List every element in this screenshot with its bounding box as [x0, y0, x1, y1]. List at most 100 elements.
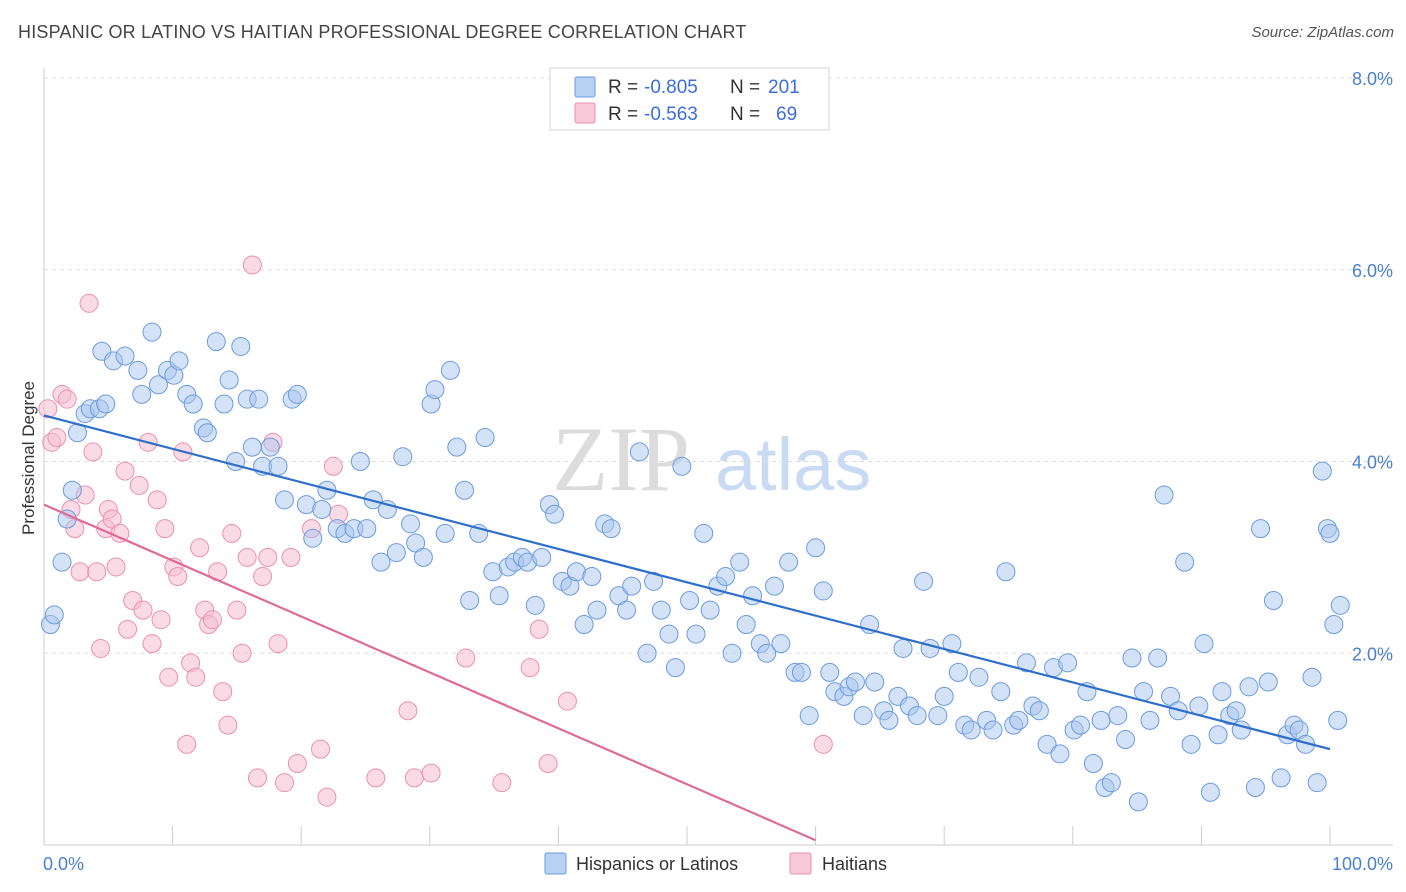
hispanic-point	[44, 605, 64, 625]
hispanic-point	[601, 519, 621, 539]
y-tick-label: 2.0%	[1352, 644, 1393, 664]
haitian-point	[456, 648, 476, 668]
hispanic-point	[914, 571, 934, 591]
hispanic-point	[629, 442, 649, 462]
hispanic-point	[1208, 725, 1228, 745]
hispanic-point	[969, 667, 989, 687]
legend-n-value-2: 69	[776, 104, 797, 125]
stats-legend-box	[549, 67, 830, 131]
hispanic-point	[1058, 653, 1078, 673]
hispanic-point	[425, 380, 445, 400]
haitian-point	[91, 638, 111, 658]
haitian-point	[366, 768, 386, 788]
hispanic-point	[694, 523, 714, 543]
legend-n-label-2: N =	[730, 104, 760, 125]
haitian-point	[168, 567, 188, 587]
hispanic-point	[455, 480, 475, 500]
hispanic-point	[312, 499, 332, 519]
hispanic-point	[413, 547, 433, 567]
haitian-point	[47, 428, 67, 448]
hispanic-point	[1083, 754, 1103, 774]
haitian-point	[79, 293, 99, 313]
haitian-point	[202, 610, 222, 630]
hispanic-point	[983, 720, 1003, 740]
hispanic-point	[1212, 682, 1232, 702]
hispanic-point	[1140, 710, 1160, 730]
tick-labels: 2.0% 4.0% 6.0% 8.0%	[1352, 69, 1393, 664]
hispanic-point	[489, 586, 509, 606]
haitian-point	[106, 557, 126, 577]
x-tick-max: 100.0%	[1332, 854, 1393, 874]
hispanic-point	[287, 384, 307, 404]
hispanic-point	[1263, 591, 1283, 611]
hispanic-point	[582, 567, 602, 587]
haitian-point	[147, 490, 167, 510]
legend-haitian-label: Haitians	[822, 854, 887, 874]
hispanic-point	[142, 322, 162, 342]
haitian-point	[253, 567, 273, 587]
haitian-trend-line	[43, 503, 817, 842]
hispanic-point	[1175, 552, 1195, 572]
hispanic-point	[1134, 682, 1154, 702]
hispanic-point	[1307, 773, 1327, 793]
hispanic-point	[865, 672, 885, 692]
hispanic-point	[545, 504, 565, 524]
hispanic-point	[907, 706, 927, 726]
hispanic-point	[1330, 595, 1350, 615]
hispanic-point	[128, 360, 148, 380]
hispanic-point	[736, 614, 756, 634]
haitian-point	[237, 547, 257, 567]
hispanic-point	[1091, 710, 1111, 730]
hispanic-point	[148, 375, 168, 395]
hispanic-point	[350, 452, 370, 471]
y-tick-label: 8.0%	[1352, 69, 1393, 89]
hispanic-point	[1029, 701, 1049, 721]
haitian-point	[538, 754, 558, 774]
legend-r-value-1: -0.805	[644, 77, 698, 98]
hispanic-point	[1324, 614, 1344, 634]
hispanic-point	[730, 552, 750, 572]
hispanic-point	[1194, 634, 1214, 654]
haitian-point	[57, 389, 77, 409]
haitian-point	[242, 255, 262, 275]
haitian-point	[186, 667, 206, 687]
hispanic-point	[357, 519, 377, 539]
haitian-point	[281, 547, 301, 567]
hispanic-point	[525, 595, 545, 615]
haitian-point	[87, 562, 107, 582]
haitian-point	[227, 600, 247, 620]
haitian-point	[142, 634, 162, 654]
hispanic-point	[115, 346, 135, 366]
hispanic-point	[942, 634, 962, 654]
hispanic-point	[665, 658, 685, 678]
hispanic-point	[845, 672, 865, 692]
haitian-point	[529, 619, 549, 639]
haitian-point	[492, 773, 512, 793]
hispanic-point	[928, 706, 948, 726]
hispanic-point	[274, 490, 294, 510]
series-legend: Hispanics or Latinos Haitians	[544, 852, 887, 875]
hispanic-point	[1101, 773, 1121, 793]
hispanic-point	[771, 634, 791, 654]
hispanic-point	[1251, 519, 1271, 539]
hispanic-point	[920, 638, 940, 658]
hispanic-point	[1312, 461, 1332, 481]
hispanic-point	[231, 336, 251, 356]
haitian-point	[258, 547, 278, 567]
hispanic-point	[779, 552, 799, 572]
haitian-point	[247, 768, 267, 788]
haitian-point	[557, 691, 577, 711]
hispanic-point	[183, 394, 203, 414]
y-tick-label: 4.0%	[1352, 453, 1393, 473]
legend-n-value-1: 201	[768, 77, 800, 98]
hispanic-point	[686, 624, 706, 644]
hispanic-point	[716, 567, 736, 587]
hispanic-point	[460, 591, 480, 611]
axes	[43, 68, 1393, 846]
hispanic-point	[659, 624, 679, 644]
stats-legend: R = -0.805 N = 201 R = -0.563 N = 69	[549, 67, 830, 131]
hispanic-point	[219, 370, 239, 390]
hispanic-point	[371, 552, 391, 572]
hispanic-point	[1071, 715, 1091, 735]
